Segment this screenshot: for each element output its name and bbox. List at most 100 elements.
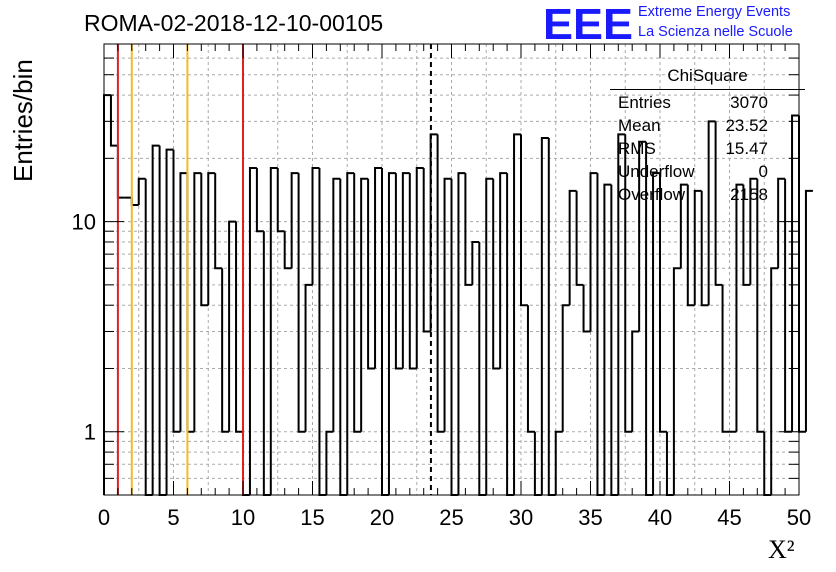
- histogram-bin: [394, 173, 403, 370]
- histogram-bin: [158, 145, 167, 496]
- histogram-bin: [116, 145, 125, 199]
- histogram-bin: [693, 189, 702, 306]
- histogram-bin: [756, 178, 765, 433]
- histogram-bin: [207, 172, 216, 306]
- histogram-bin: [367, 178, 376, 370]
- histogram-bin: [749, 177, 758, 285]
- histogram-bin: [652, 172, 660, 495]
- histogram-bin: [499, 172, 508, 369]
- histogram-bin: [554, 430, 563, 495]
- histogram-bin: [617, 133, 626, 495]
- x-tick-label: 45: [717, 505, 741, 530]
- logo-line-1: Extreme Energy Events: [638, 4, 791, 20]
- x-tick-label: 10: [231, 505, 255, 530]
- stats-label: RMS: [618, 139, 656, 158]
- histogram-bin: [520, 134, 528, 307]
- stats-label: Underflow: [618, 162, 695, 181]
- histogram-bin: [659, 173, 667, 433]
- histogram-bin: [686, 184, 695, 307]
- histogram-bin: [791, 114, 799, 432]
- x-tick-label: 20: [370, 505, 394, 530]
- histogram-bin: [742, 184, 751, 286]
- x-tick-label: 35: [578, 505, 602, 530]
- histogram-bin: [283, 231, 292, 270]
- x-tick-label: 30: [509, 505, 533, 530]
- stats-value: 2158: [730, 185, 768, 204]
- x-tick-label: 25: [439, 505, 463, 530]
- histogram-bin: [297, 173, 306, 433]
- histogram-bin: [172, 149, 181, 433]
- histogram-bin: [415, 166, 424, 369]
- histogram-bin: [443, 177, 452, 432]
- reference-lines: [116, 44, 432, 495]
- histogram-bin: [471, 240, 480, 285]
- x-axis-label: X²: [768, 535, 795, 564]
- histogram-bin: [624, 134, 633, 433]
- histogram-bin: [109, 95, 118, 147]
- histogram-bin: [151, 144, 160, 495]
- histogram-bin: [103, 94, 111, 495]
- stats-label: Overflow: [618, 185, 686, 204]
- histogram-bin: [603, 183, 612, 495]
- histogram-bin: [770, 267, 779, 495]
- tick-labels: 0 5 10 15 20 25 30 35 40 45 50 1 10: [72, 210, 812, 530]
- x-tick-label: 40: [648, 505, 672, 530]
- histogram-bin: [186, 173, 195, 433]
- histogram-bin: [276, 167, 285, 233]
- histogram-bin: [235, 221, 243, 433]
- histogram-bin: [561, 304, 570, 432]
- histogram-bin: [589, 172, 598, 332]
- histogram-bin: [679, 183, 688, 269]
- histogram-bin: [228, 220, 237, 432]
- histogram-bin: [165, 148, 174, 495]
- histogram-bin: [700, 190, 709, 307]
- histogram-bin: [777, 177, 786, 269]
- histogram-bin: [346, 172, 355, 495]
- stats-title: ChiSquare: [667, 66, 748, 85]
- histogram-bin: [193, 172, 202, 432]
- histogram-bin: [221, 268, 230, 433]
- x-tick-label: 0: [98, 505, 110, 530]
- histogram-bin: [255, 167, 264, 233]
- eee-logo: EEE: [543, 3, 633, 43]
- histogram-bin: [311, 166, 320, 285]
- histogram-bin: [631, 330, 640, 432]
- histogram-bin: [200, 173, 209, 307]
- histogram-bin: [374, 166, 382, 369]
- histogram-bin: [269, 166, 278, 495]
- chart-title: ROMA-02-2018-12-10-00105: [84, 10, 384, 36]
- axis-ticks: [103, 44, 800, 495]
- histogram-bin: [290, 172, 299, 269]
- histogram-bin: [485, 177, 494, 495]
- histogram-bin: [707, 120, 716, 306]
- histogram-bin: [401, 172, 410, 369]
- histogram-bin: [248, 166, 257, 495]
- histogram-bin: [735, 183, 744, 432]
- histogram-bin: [672, 267, 681, 495]
- histogram-bin: [540, 136, 549, 495]
- stats-value: 3070: [730, 93, 768, 112]
- stats-value: 23.52: [725, 116, 768, 135]
- y-tick-label: 10: [72, 210, 96, 235]
- histogram-bin: [513, 133, 521, 495]
- logo-line-2: La Scienza nelle Scuole: [638, 24, 793, 40]
- histogram-bin: [304, 283, 313, 432]
- histogram-bin: [262, 231, 271, 496]
- histogram-bin: [575, 190, 584, 286]
- histogram-bin: [582, 284, 591, 333]
- histogram-bin: [457, 172, 466, 495]
- stats-value: 0: [758, 162, 768, 181]
- stats-divider: [610, 89, 805, 90]
- x-tick-label: 15: [300, 505, 324, 530]
- histogram-bin: [436, 134, 445, 433]
- eee-logo-mark: EEE: [543, 3, 633, 43]
- stats-box: ChiSquare Entries 3070 Mean 23.52 RMS 15…: [610, 66, 805, 206]
- y-tick-label: 1: [84, 420, 96, 445]
- histogram-bin: [214, 173, 223, 270]
- histogram-bin: [325, 430, 334, 495]
- histogram-bin: [353, 173, 362, 433]
- histogram-bin: [638, 140, 647, 332]
- histogram-bin: [450, 178, 459, 496]
- histogram-bin: [179, 172, 188, 432]
